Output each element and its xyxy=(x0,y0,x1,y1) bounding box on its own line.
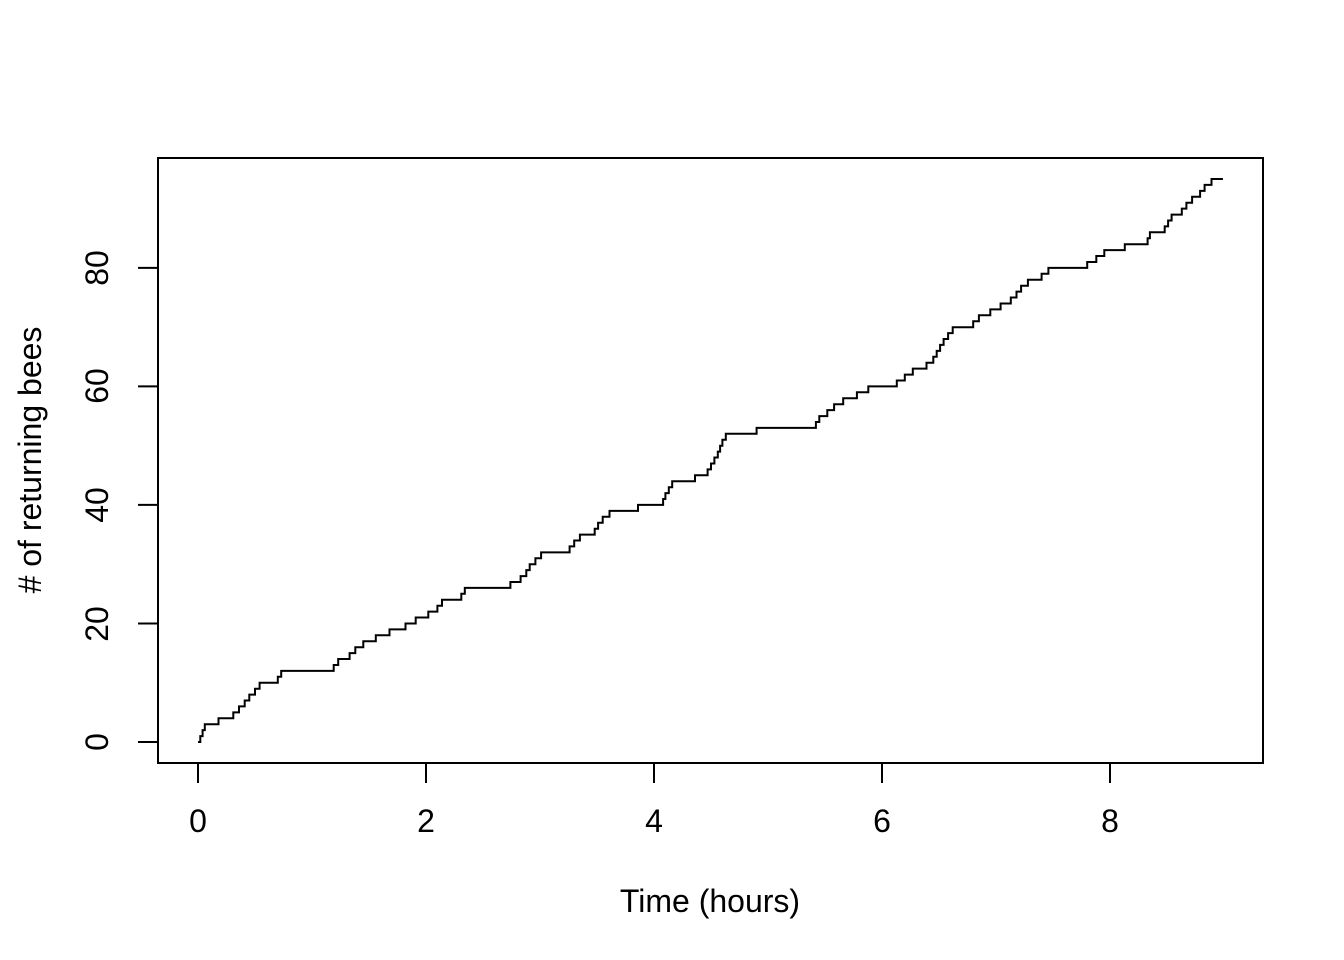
y-tick-label: 60 xyxy=(79,368,115,405)
y-tick-label: 20 xyxy=(79,605,115,642)
y-tick-label: 0 xyxy=(79,733,115,751)
y-axis-tick-marks xyxy=(138,266,158,743)
x-tick-label: 2 xyxy=(417,803,435,839)
x-tick-label: 4 xyxy=(645,803,663,839)
y-axis-title: # of returning bees xyxy=(12,326,48,594)
x-axis-title: Time (hours) xyxy=(619,883,801,919)
x-tick-label: 8 xyxy=(1101,803,1119,839)
y-tick-label: 40 xyxy=(79,487,115,523)
x-tick-label: 0 xyxy=(189,803,207,839)
x-tick-label: 6 xyxy=(873,803,891,839)
y-tick-label: 80 xyxy=(79,250,115,286)
step-line xyxy=(198,178,1223,743)
x-axis-tick-marks xyxy=(197,763,1111,783)
plot-border xyxy=(157,157,1264,764)
